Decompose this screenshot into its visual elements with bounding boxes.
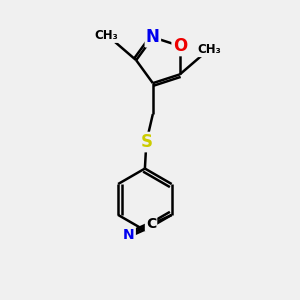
Text: CH₃: CH₃ (95, 29, 118, 42)
Text: S: S (140, 133, 152, 151)
Text: N: N (123, 228, 135, 242)
Text: C: C (146, 217, 156, 231)
Text: N: N (146, 28, 160, 46)
Text: O: O (173, 37, 187, 55)
Text: CH₃: CH₃ (197, 43, 221, 56)
